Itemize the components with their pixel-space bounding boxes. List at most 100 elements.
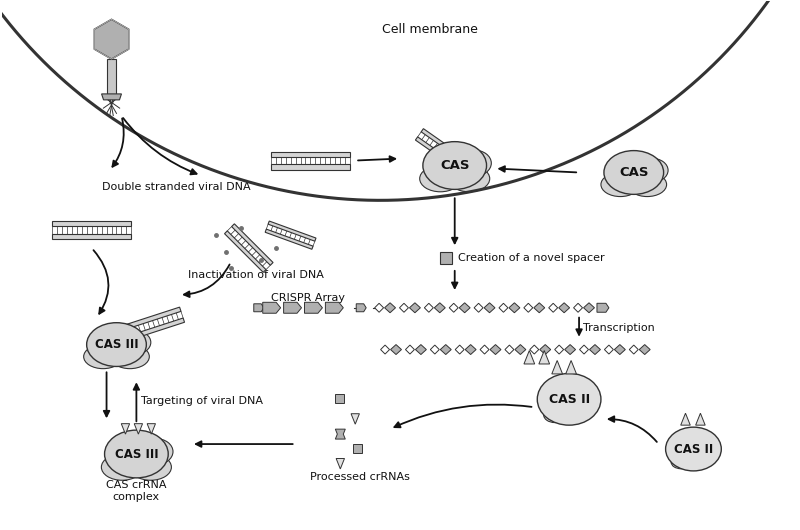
Text: Double stranded viral DNA: Double stranded viral DNA [102, 182, 250, 192]
Polygon shape [484, 303, 495, 313]
Polygon shape [442, 168, 481, 185]
Polygon shape [381, 345, 390, 354]
Polygon shape [102, 94, 122, 100]
Ellipse shape [628, 172, 666, 197]
Text: CAS: CAS [619, 166, 649, 179]
Polygon shape [590, 344, 601, 355]
Ellipse shape [448, 165, 490, 192]
Polygon shape [554, 345, 564, 354]
Polygon shape [440, 252, 452, 264]
Ellipse shape [604, 151, 664, 195]
Polygon shape [450, 303, 458, 312]
Polygon shape [552, 360, 562, 374]
Text: CAS II: CAS II [674, 443, 713, 455]
Polygon shape [94, 19, 129, 59]
Polygon shape [326, 302, 343, 313]
Text: Creation of a novel spacer: Creation of a novel spacer [458, 253, 604, 263]
Ellipse shape [666, 427, 722, 471]
Polygon shape [639, 344, 650, 355]
Ellipse shape [538, 374, 601, 425]
Polygon shape [415, 137, 458, 169]
Polygon shape [558, 303, 570, 313]
Polygon shape [268, 221, 316, 241]
Polygon shape [439, 160, 478, 177]
Text: CAS II: CAS II [549, 393, 590, 406]
Polygon shape [539, 350, 550, 364]
Polygon shape [597, 303, 609, 312]
Polygon shape [549, 303, 558, 312]
Polygon shape [270, 152, 350, 156]
Polygon shape [265, 229, 313, 249]
Polygon shape [52, 221, 131, 226]
Polygon shape [434, 303, 446, 313]
Polygon shape [566, 360, 577, 374]
Polygon shape [530, 345, 538, 354]
Ellipse shape [86, 323, 146, 366]
Polygon shape [605, 345, 614, 354]
Ellipse shape [601, 172, 640, 197]
Polygon shape [262, 302, 281, 313]
Text: Transcription: Transcription [583, 323, 654, 333]
Polygon shape [122, 318, 185, 342]
Polygon shape [415, 344, 426, 355]
Polygon shape [430, 345, 439, 354]
Polygon shape [122, 423, 130, 434]
Polygon shape [681, 413, 690, 425]
Polygon shape [147, 423, 155, 434]
Polygon shape [455, 345, 464, 354]
Polygon shape [480, 345, 489, 354]
Polygon shape [254, 304, 264, 312]
Polygon shape [406, 345, 414, 354]
Text: CAS III: CAS III [114, 447, 158, 461]
Polygon shape [696, 413, 705, 425]
Polygon shape [356, 304, 366, 312]
Polygon shape [225, 231, 266, 272]
Polygon shape [335, 429, 346, 439]
Polygon shape [52, 234, 131, 239]
Polygon shape [540, 344, 550, 355]
Polygon shape [305, 302, 322, 313]
Polygon shape [524, 303, 533, 312]
Polygon shape [505, 345, 514, 354]
Polygon shape [474, 303, 483, 312]
Polygon shape [134, 423, 142, 434]
Polygon shape [354, 444, 362, 453]
Polygon shape [106, 59, 117, 94]
Polygon shape [424, 303, 434, 312]
Polygon shape [465, 344, 476, 355]
Polygon shape [351, 414, 359, 424]
Ellipse shape [635, 158, 668, 182]
Polygon shape [421, 129, 464, 161]
Polygon shape [284, 302, 302, 313]
Ellipse shape [138, 438, 173, 465]
Text: CRISPR Array: CRISPR Array [270, 293, 345, 303]
Text: Inactivation of viral DNA: Inactivation of viral DNA [188, 270, 324, 280]
Ellipse shape [84, 344, 122, 369]
Ellipse shape [671, 456, 690, 469]
Polygon shape [583, 303, 594, 313]
Polygon shape [374, 303, 383, 312]
Polygon shape [509, 303, 520, 313]
Polygon shape [490, 344, 501, 355]
Polygon shape [440, 344, 451, 355]
Ellipse shape [420, 165, 461, 192]
Ellipse shape [130, 454, 171, 480]
Text: Processed crRNAs: Processed crRNAs [310, 472, 410, 482]
Polygon shape [385, 303, 395, 313]
Ellipse shape [456, 150, 491, 176]
Ellipse shape [110, 344, 150, 369]
Ellipse shape [423, 142, 486, 189]
Polygon shape [515, 344, 526, 355]
Ellipse shape [118, 330, 151, 355]
Polygon shape [410, 303, 420, 313]
Polygon shape [630, 345, 638, 354]
Polygon shape [574, 303, 582, 312]
Polygon shape [579, 345, 589, 354]
Text: Targeting of viral DNA: Targeting of viral DNA [142, 396, 263, 407]
Ellipse shape [105, 430, 168, 478]
Polygon shape [499, 303, 508, 312]
Ellipse shape [102, 454, 142, 480]
Ellipse shape [544, 407, 566, 422]
Polygon shape [614, 344, 626, 355]
Polygon shape [524, 350, 534, 364]
